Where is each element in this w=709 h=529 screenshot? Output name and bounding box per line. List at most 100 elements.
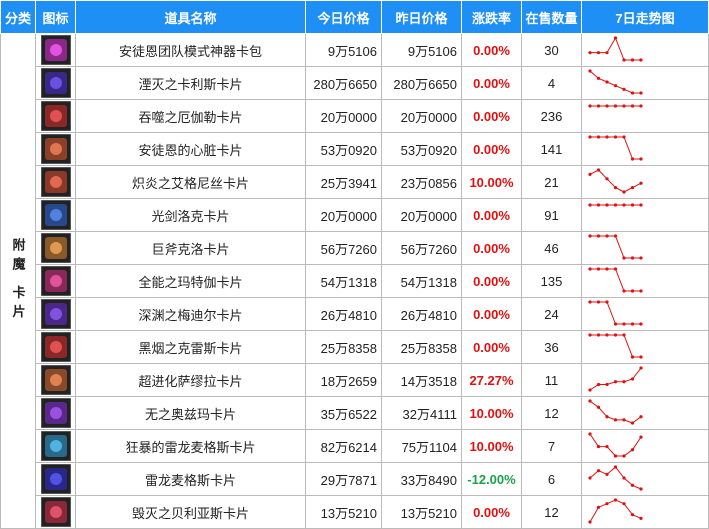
trend-cell [581, 363, 709, 397]
on-sale-count: 7 [521, 429, 582, 463]
header-cell: 涨跌率 [461, 0, 522, 34]
yesterday-price: 14万3518 [381, 363, 462, 397]
trend-sparkline [588, 104, 643, 108]
on-sale-count: 6 [521, 462, 582, 496]
trend-point [588, 520, 592, 524]
item-name: 吞噬之厄伽勒卡片 [75, 99, 306, 133]
header-cell: 图标 [35, 0, 76, 34]
yesterday-price: 54万1318 [381, 264, 462, 298]
trend-point [613, 36, 618, 40]
trend-point [613, 234, 618, 238]
trend-point [605, 382, 609, 387]
icon-glow [49, 209, 62, 221]
trend-point [588, 234, 592, 238]
item-name: 巨斧克洛卡片 [75, 231, 306, 265]
trend-point [605, 267, 609, 271]
trend-point [605, 177, 609, 181]
trend-point [605, 472, 609, 476]
item-name: 安徒恩团队模式神器卡包 [75, 33, 306, 67]
icon-glow [49, 506, 62, 518]
icon-glow [49, 341, 62, 353]
on-sale-count: 36 [521, 330, 582, 364]
trend-point [622, 58, 626, 62]
yesterday-price: 23万0856 [381, 165, 462, 199]
trend-point [588, 300, 592, 304]
trend-sparkline [588, 300, 643, 326]
icon-glow [49, 77, 62, 89]
today-price: 35万6522 [305, 396, 382, 430]
item-name: 光剑洛克卡片 [75, 198, 306, 232]
trend-line [590, 268, 641, 292]
yesterday-price: 75万1104 [381, 429, 462, 463]
trend-point [596, 267, 601, 271]
table-row: 安徒恩的心脏卡片 53万0920 53万0920 0.00% 141 [1, 132, 709, 166]
trend-sparkline [588, 432, 643, 458]
trend-cell [581, 66, 709, 100]
change-rate: 0.00% [461, 99, 522, 133]
on-sale-count: 46 [521, 231, 582, 265]
icon-cell [35, 429, 76, 463]
trend-cell [581, 462, 709, 496]
trend-point [613, 498, 618, 502]
trend-point [588, 69, 592, 73]
trend-sparkline [588, 366, 643, 392]
trend-point [613, 322, 618, 326]
trend-point [630, 58, 635, 62]
icon-cell [35, 33, 76, 67]
item-name: 黑烟之克雷斯卡片 [75, 330, 306, 364]
trend-point [622, 476, 626, 480]
trend-point [596, 469, 601, 473]
trend-point [588, 399, 592, 403]
trend-point [588, 51, 592, 55]
trend-point [622, 87, 626, 91]
header-cell: 今日价格 [305, 0, 382, 34]
header-cell: 昨日价格 [381, 0, 462, 34]
trend-cell [581, 231, 709, 265]
change-rate: 0.00% [461, 297, 522, 331]
trend-point [639, 203, 643, 207]
trend-point [630, 256, 635, 260]
today-price: 20万0000 [305, 198, 382, 232]
icon-cell [35, 363, 76, 397]
trend-point [596, 135, 601, 139]
trend-point [596, 300, 601, 304]
change-rate: 0.00% [461, 495, 522, 529]
table-row: 光剑洛克卡片 20万0000 20万0000 0.00% 91 [1, 198, 709, 232]
today-price: 29万7871 [305, 462, 382, 496]
icon-glow [49, 473, 62, 485]
trend-sparkline [588, 69, 643, 95]
icon-cell [35, 495, 76, 529]
trend-point [630, 377, 635, 381]
table-row: 附魔 卡片 安徒恩团队模式神器卡包 9万5106 9万5106 0.00% 30 [0, 33, 709, 529]
trend-point [588, 172, 592, 176]
trend-point [596, 382, 601, 387]
yesterday-price: 53万0920 [381, 132, 462, 166]
change-rate: 0.00% [461, 33, 522, 67]
item-icon [40, 464, 71, 494]
item-icon [40, 167, 71, 197]
item-icon [40, 398, 71, 428]
icon-glow [49, 440, 62, 452]
trend-point [596, 405, 601, 409]
icon-glow [49, 374, 62, 386]
table-row: 超进化萨缪拉卡片 18万2659 14万3518 27.27% 11 [1, 363, 709, 397]
trend-point [630, 157, 635, 161]
header-cell: 7日走势图 [581, 0, 709, 34]
on-sale-count: 11 [521, 363, 582, 397]
trend-point [639, 322, 643, 326]
icon-glow [49, 176, 62, 188]
item-icon [40, 233, 71, 263]
today-price: 13万5210 [305, 495, 382, 529]
on-sale-count: 12 [521, 495, 582, 529]
trend-point [605, 300, 609, 304]
trend-point [639, 157, 643, 161]
change-rate: 0.00% [461, 198, 522, 232]
icon-cell [35, 66, 76, 100]
trend-point [596, 76, 601, 80]
trend-cell [581, 33, 709, 67]
trend-point [622, 418, 626, 422]
trend-point [639, 289, 643, 293]
change-rate: 0.00% [461, 231, 522, 265]
icon-glow [49, 407, 62, 419]
table-row: 狂暴的雷龙麦格斯卡片 82万6214 75万1104 10.00% 7 [1, 429, 709, 463]
